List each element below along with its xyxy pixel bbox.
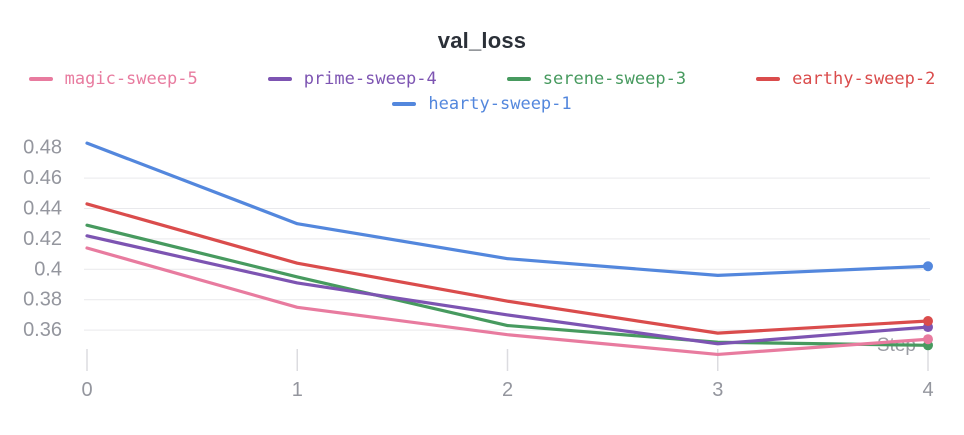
legend-label: hearty-sweep-1 (428, 94, 572, 114)
chart-legend: magic-sweep-5 prime-sweep-4 serene-sweep-3… (0, 69, 964, 114)
legend-row: magic-sweep-5 prime-sweep-4 serene-sweep-3… (28, 69, 935, 89)
chart-title: val_loss (437, 28, 527, 53)
legend-item-earthy-sweep-2[interactable]: earthy-sweep-2 (756, 69, 935, 89)
series-line-hearty-sweep-1[interactable] (85, 141, 930, 277)
y-tick-label: 0.44 (23, 198, 62, 220)
x-axis: 0 1 2 3 4 (81, 349, 934, 401)
x-tick-label: 1 (292, 379, 303, 401)
x-tick-label: 2 (502, 379, 513, 401)
legend-swatch-icon (267, 77, 292, 81)
series-endpoint-earthy-sweep-2[interactable] (923, 315, 933, 326)
x-tick-label: 4 (922, 379, 933, 401)
legend-label: earthy-sweep-2 (792, 69, 936, 89)
y-tick-label: 0.46 (23, 167, 62, 189)
series-line-magic-sweep-5[interactable] (85, 246, 930, 357)
y-tick-label: 0.48 (23, 137, 62, 159)
legend-label: prime-sweep-4 (303, 69, 437, 89)
legend-label: magic-sweep-5 (64, 69, 198, 89)
series-line-earthy-sweep-2[interactable] (85, 202, 930, 335)
legend-swatch-icon (392, 102, 417, 106)
legend-item-hearty-sweep-1[interactable]: hearty-sweep-1 (392, 94, 572, 114)
y-tick-label: 0.42 (23, 228, 62, 250)
y-tick-label: 0.36 (23, 319, 62, 341)
series-lines (85, 141, 933, 357)
y-tick-label: 0.38 (23, 289, 62, 311)
legend-item-prime-sweep-4[interactable]: prime-sweep-4 (267, 69, 437, 89)
y-tick-label: 0.4 (34, 258, 62, 280)
legend-item-magic-sweep-5[interactable]: magic-sweep-5 (28, 69, 198, 89)
series-line-prime-sweep-4[interactable] (85, 234, 930, 346)
series-endpoint-magic-sweep-5[interactable] (923, 334, 933, 345)
series-line-serene-sweep-3[interactable] (85, 223, 930, 347)
legend-swatch-icon (28, 77, 53, 81)
legend-swatch-icon (756, 77, 781, 81)
legend-item-serene-sweep-3[interactable]: serene-sweep-3 (506, 69, 687, 89)
x-tick-label: 3 (712, 379, 723, 401)
legend-row: hearty-sweep-1 (392, 94, 572, 114)
legend-swatch-icon (506, 77, 531, 81)
legend-label: serene-sweep-3 (542, 69, 687, 89)
x-tick-label: 0 (81, 379, 92, 401)
series-endpoint-hearty-sweep-1[interactable] (923, 261, 933, 272)
y-axis-tick-labels: 0.48 0.46 0.44 0.42 0.4 0.38 0.36 (23, 137, 62, 341)
